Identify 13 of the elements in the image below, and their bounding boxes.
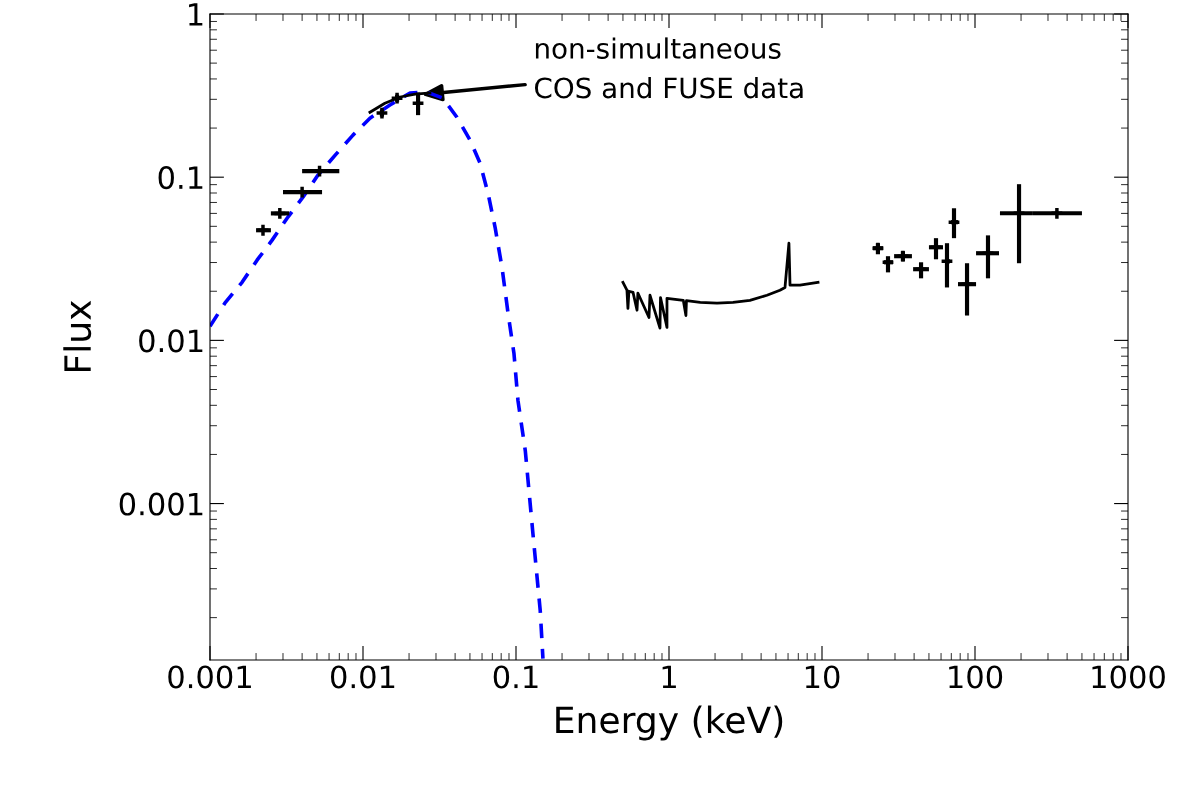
x-tick-label: 0.1 bbox=[493, 665, 538, 689]
x-tick-label: 0.01 bbox=[331, 665, 395, 689]
x-tick-label: 1000 bbox=[1092, 665, 1165, 689]
y-tick-label: 0.1 bbox=[158, 166, 203, 190]
x-tick-label: 10 bbox=[805, 665, 840, 689]
y-tick-label: 0.01 bbox=[139, 329, 203, 353]
x-axis-title: Energy (keV) bbox=[556, 705, 783, 741]
x-tick-label: 1 bbox=[662, 665, 676, 689]
y-tick-label: 1 bbox=[189, 3, 203, 26]
y-axis-title: Flux bbox=[63, 300, 92, 371]
annotation: non-simultaneous COS and FUSE data bbox=[534, 37, 803, 99]
x-tick-label: 100 bbox=[949, 665, 1003, 689]
y-tick-label: 0.001 bbox=[119, 492, 203, 516]
